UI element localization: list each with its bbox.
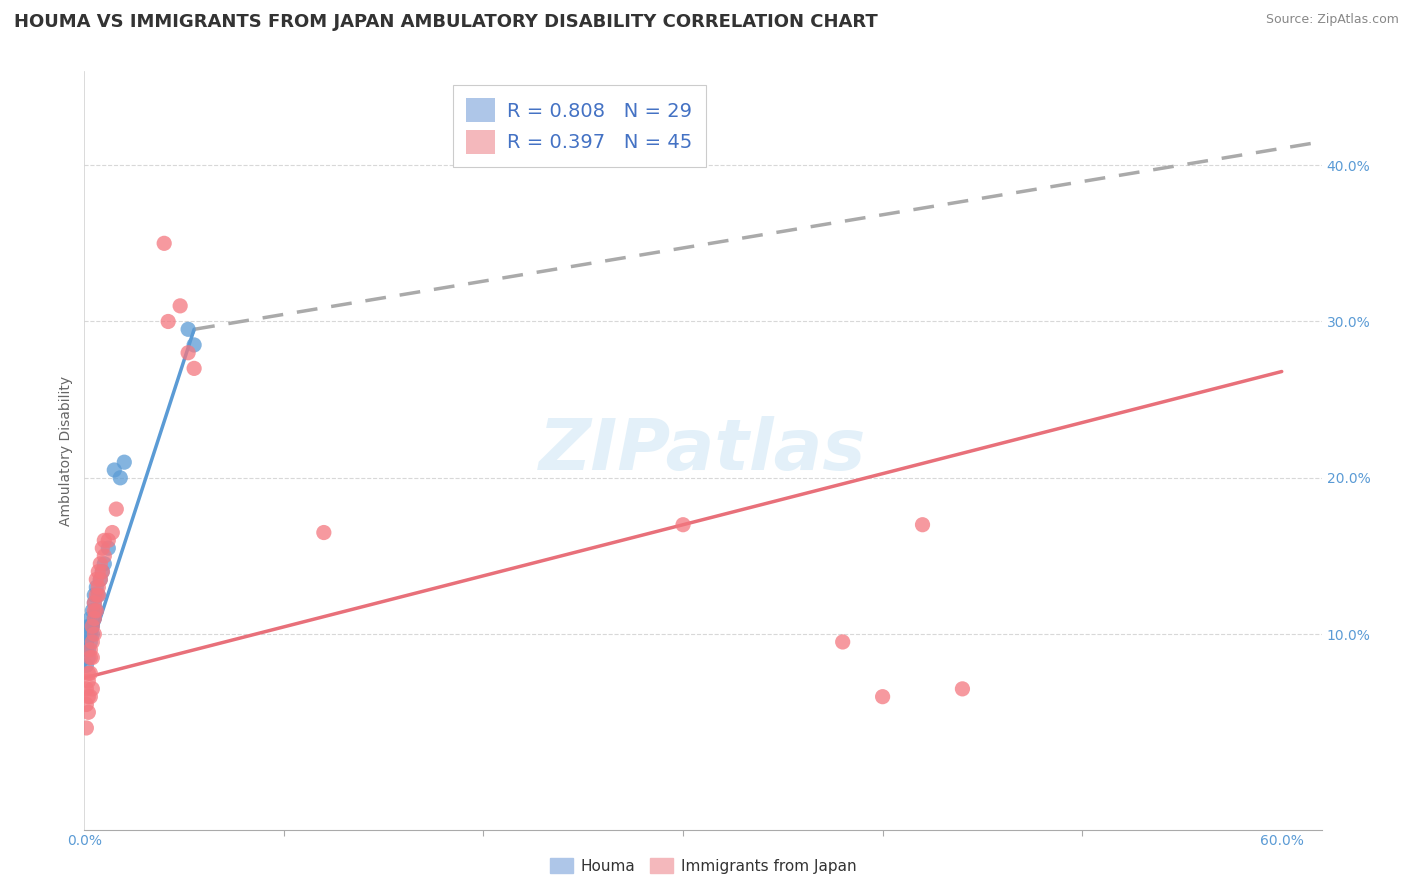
Point — [82, 650, 104, 665]
Point — [79, 619, 101, 633]
Point — [86, 573, 108, 587]
Point — [169, 299, 191, 313]
Point — [86, 580, 108, 594]
Point — [77, 690, 100, 704]
Point — [672, 517, 695, 532]
Legend: R = 0.808   N = 29, R = 0.397   N = 45: R = 0.808 N = 29, R = 0.397 N = 45 — [453, 85, 706, 168]
Point — [75, 698, 97, 712]
Point — [89, 573, 111, 587]
Point — [77, 650, 100, 665]
Point — [831, 635, 853, 649]
Legend: Houma, Immigrants from Japan: Houma, Immigrants from Japan — [544, 852, 862, 880]
Point — [75, 721, 97, 735]
Point — [177, 345, 200, 359]
Point — [79, 611, 101, 625]
Point — [93, 549, 115, 563]
Point — [91, 565, 114, 579]
Point — [177, 322, 200, 336]
Point — [110, 471, 132, 485]
Text: ZIPatlas: ZIPatlas — [540, 416, 866, 485]
Y-axis label: Ambulatory Disability: Ambulatory Disability — [59, 376, 73, 525]
Point — [82, 627, 104, 641]
Point — [911, 517, 934, 532]
Point — [952, 681, 974, 696]
Point — [77, 642, 100, 657]
Point — [87, 580, 110, 594]
Point — [79, 627, 101, 641]
Point — [97, 541, 120, 556]
Point — [103, 463, 125, 477]
Point — [312, 525, 335, 540]
Text: HOUMA VS IMMIGRANTS FROM JAPAN AMBULATORY DISABILITY CORRELATION CHART: HOUMA VS IMMIGRANTS FROM JAPAN AMBULATOR… — [14, 13, 877, 31]
Point — [91, 541, 114, 556]
Point — [101, 525, 124, 540]
Point — [82, 604, 104, 618]
Point — [872, 690, 894, 704]
Point — [82, 619, 104, 633]
Point — [86, 604, 108, 618]
Point — [75, 642, 97, 657]
Point — [83, 627, 105, 641]
Point — [77, 627, 100, 641]
Point — [83, 611, 105, 625]
Point — [75, 658, 97, 673]
Point — [83, 596, 105, 610]
Point — [82, 635, 104, 649]
Point — [97, 533, 120, 548]
Point — [89, 557, 111, 571]
Point — [157, 314, 180, 328]
Point — [75, 681, 97, 696]
Point — [112, 455, 135, 469]
Point — [93, 557, 115, 571]
Point — [83, 588, 105, 602]
Point — [91, 565, 114, 579]
Point — [83, 596, 105, 610]
Point — [82, 619, 104, 633]
Point — [77, 619, 100, 633]
Point — [79, 642, 101, 657]
Point — [87, 588, 110, 602]
Point — [86, 604, 108, 618]
Point — [105, 502, 128, 516]
Point — [75, 635, 97, 649]
Point — [93, 533, 115, 548]
Point — [83, 611, 105, 625]
Point — [79, 650, 101, 665]
Point — [87, 588, 110, 602]
Point — [77, 666, 100, 681]
Text: Source: ZipAtlas.com: Source: ZipAtlas.com — [1265, 13, 1399, 27]
Point — [183, 361, 205, 376]
Point — [79, 635, 101, 649]
Point — [77, 674, 100, 689]
Point — [77, 706, 100, 720]
Point — [89, 573, 111, 587]
Point — [87, 565, 110, 579]
Point — [82, 681, 104, 696]
Point — [79, 666, 101, 681]
Point — [183, 338, 205, 352]
Point — [83, 604, 105, 618]
Point — [79, 690, 101, 704]
Point — [153, 236, 176, 251]
Point — [86, 588, 108, 602]
